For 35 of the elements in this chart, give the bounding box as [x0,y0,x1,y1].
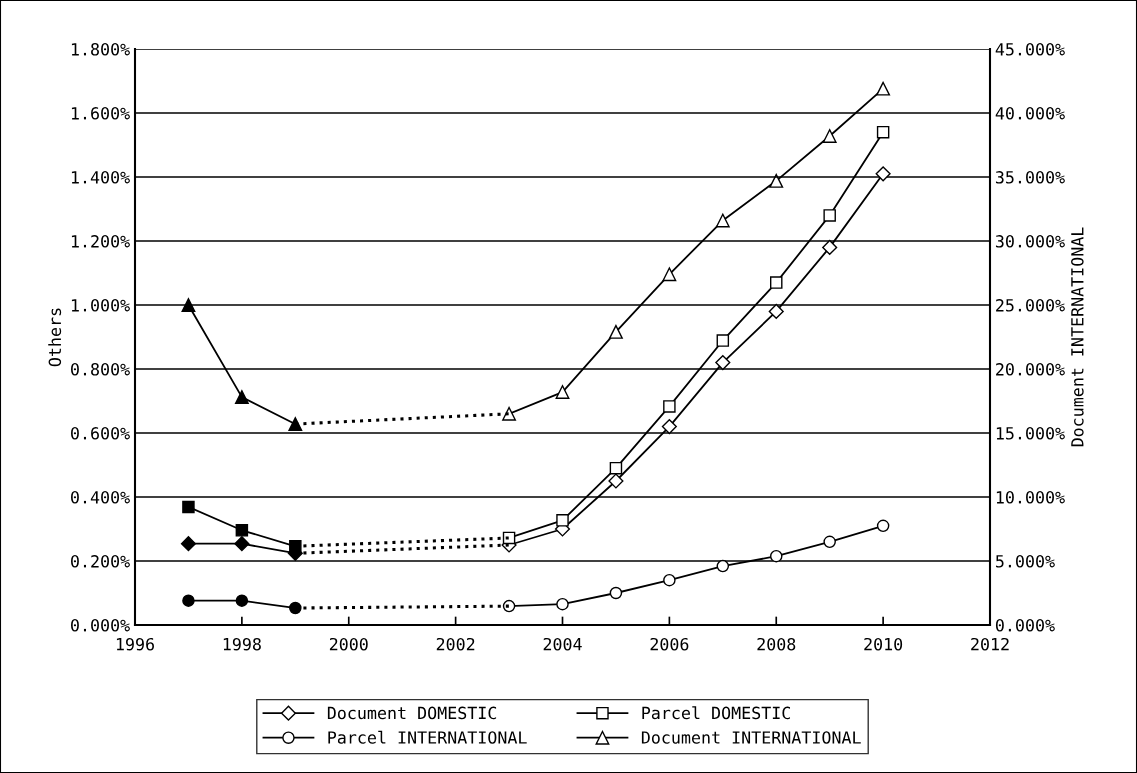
x-tick-label: 2004 [543,637,582,651]
y-tick-label: 1.800% [71,43,130,56]
y2-tick-label: 5.000% [996,555,1055,568]
y-tick-label: 1.600% [71,107,130,120]
y-tick-label: 0.800% [71,363,130,376]
x-tick-label: 2010 [864,637,903,651]
legend-label: Parcel INTERNATIONAL [328,730,527,744]
x-tick-label: 2000 [329,637,368,651]
x-tick-label: 1998 [223,637,261,651]
y2-tick-label: 35.000% [995,171,1065,184]
x-tick-label: 1996 [116,637,154,651]
y-axis-title: Others [48,308,62,367]
x-tick-label: 2002 [436,637,475,651]
x-tick-label: 2008 [757,637,796,651]
y2-tick-label: 20.000% [996,363,1065,376]
y2-tick-label: 0.000% [995,619,1055,632]
y2-tick-label: 25.000% [996,299,1065,312]
y2-tick-label: 30.000% [995,235,1065,248]
y2-tick-label: 15.000% [996,427,1065,440]
y2-axis-title: Document INTERNATIONAL [1071,227,1084,447]
y2-tick-label: 10.000% [996,491,1065,504]
y-tick-label: 1.000% [71,299,130,312]
y-tick-label: 0.400% [71,491,130,504]
y-tick-label: 0.000% [71,619,130,632]
legend-label: Parcel DOMESTIC [642,706,791,720]
y-tick-label: 1.200% [71,235,130,248]
x-tick-label: 2012 [971,637,1009,651]
legend-label: Document DOMESTIC [327,706,497,720]
y2-tick-label: 45.000% [995,43,1065,56]
legend-label: Document INTERNATIONAL [641,731,861,744]
y-tick-label: 1.400% [71,171,130,184]
y-tick-label: 0.200% [71,555,130,568]
y-tick-label: 0.600% [71,427,130,440]
x-tick-label: 2006 [650,637,689,651]
y2-tick-label: 40.000% [995,107,1065,120]
